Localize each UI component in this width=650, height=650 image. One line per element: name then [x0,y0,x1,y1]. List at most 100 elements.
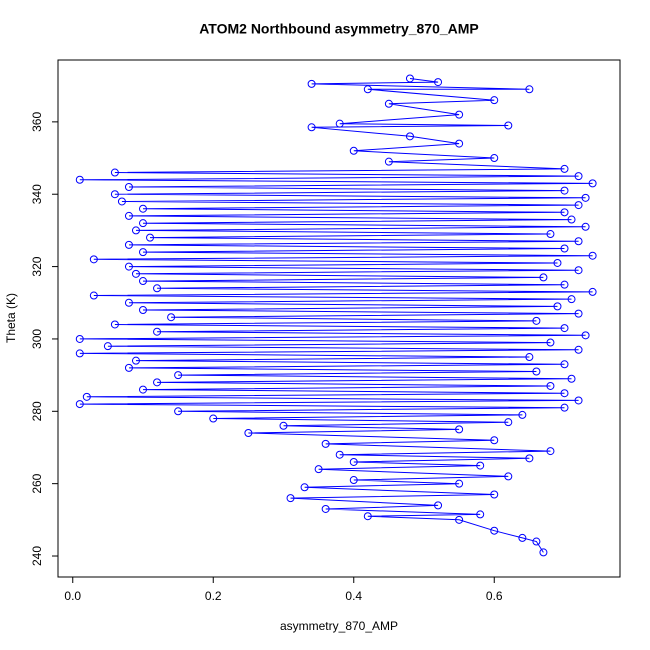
data-point [384,157,393,166]
data-point [131,356,140,365]
data-point [490,490,499,499]
data-point [124,211,133,220]
data-point [124,363,133,372]
data-point [553,302,562,311]
data-point [560,403,569,412]
data-point [75,349,84,358]
data-point [567,295,576,304]
data-point [434,501,443,510]
data-point [174,407,183,416]
plot-frame [57,59,621,578]
data-point [574,172,583,181]
data-point [518,410,527,419]
data-point [588,287,597,296]
data-point [476,510,485,519]
data-point [518,533,527,542]
data-point [476,461,485,470]
data-point [89,255,98,264]
x-tick-label: 0.4 [345,589,362,603]
data-point [139,204,148,213]
x-axis-label: asymmetry_870_AMP [280,619,398,633]
data-point [560,208,569,217]
data-point [546,447,555,456]
data-point [574,201,583,210]
data-point [321,504,330,513]
data-point [434,78,443,87]
data-point [153,378,162,387]
x-tick-label: 0.0 [64,589,81,603]
data-point [139,248,148,257]
data-point [153,327,162,336]
data-point [539,548,548,557]
data-point [532,367,541,376]
data-point [455,425,464,434]
data-point [588,179,597,188]
data-point [560,244,569,253]
data-point [349,457,358,466]
data-point [279,421,288,430]
data-point [405,74,414,83]
y-tick-label: 240 [30,546,44,566]
data-point [546,230,555,239]
data-point [89,291,98,300]
data-point [560,389,569,398]
data-point [131,226,140,235]
data-point [574,396,583,405]
data-point [567,374,576,383]
data-point [539,273,548,282]
data-point [307,123,316,132]
data-point [455,479,464,488]
data-point [75,334,84,343]
data-line [79,78,593,553]
y-tick-label: 320 [30,256,44,276]
data-point [455,515,464,524]
data-point [490,96,499,105]
data-point [560,164,569,173]
data-point [321,439,330,448]
data-point [349,146,358,155]
data-point [110,190,119,199]
data-point [553,258,562,267]
data-point [532,316,541,325]
data-point [124,240,133,249]
x-tick-label: 0.6 [486,589,503,603]
data-point [139,277,148,286]
y-tick-label: 260 [30,473,44,493]
data-point [139,305,148,314]
data-point [581,222,590,231]
y-tick-label: 300 [30,329,44,349]
data-point [455,110,464,119]
data-point [504,418,513,427]
data-point [82,392,91,401]
data-point [574,266,583,275]
data-point [335,450,344,459]
data-point [490,526,499,535]
data-point [546,338,555,347]
data-point [139,385,148,394]
data-point [546,381,555,390]
data-point [384,99,393,108]
data-point [244,429,253,438]
data-point [560,324,569,333]
data-point [131,269,140,278]
x-tick-label: 0.2 [205,589,222,603]
data-point [504,121,513,130]
data-point [574,237,583,246]
data-point [581,331,590,340]
data-point [349,476,358,485]
data-point [314,465,323,474]
data-point [525,353,534,362]
data-point [75,175,84,184]
data-point [363,512,372,521]
data-point [75,400,84,409]
data-point [124,182,133,191]
data-point [560,360,569,369]
data-point [588,251,597,260]
data-point [490,154,499,163]
data-point [153,284,162,293]
y-axis-label: Theta (K) [4,293,18,343]
data-point [532,537,541,546]
data-point [405,132,414,141]
data-point [335,119,344,128]
data-point [117,197,126,206]
